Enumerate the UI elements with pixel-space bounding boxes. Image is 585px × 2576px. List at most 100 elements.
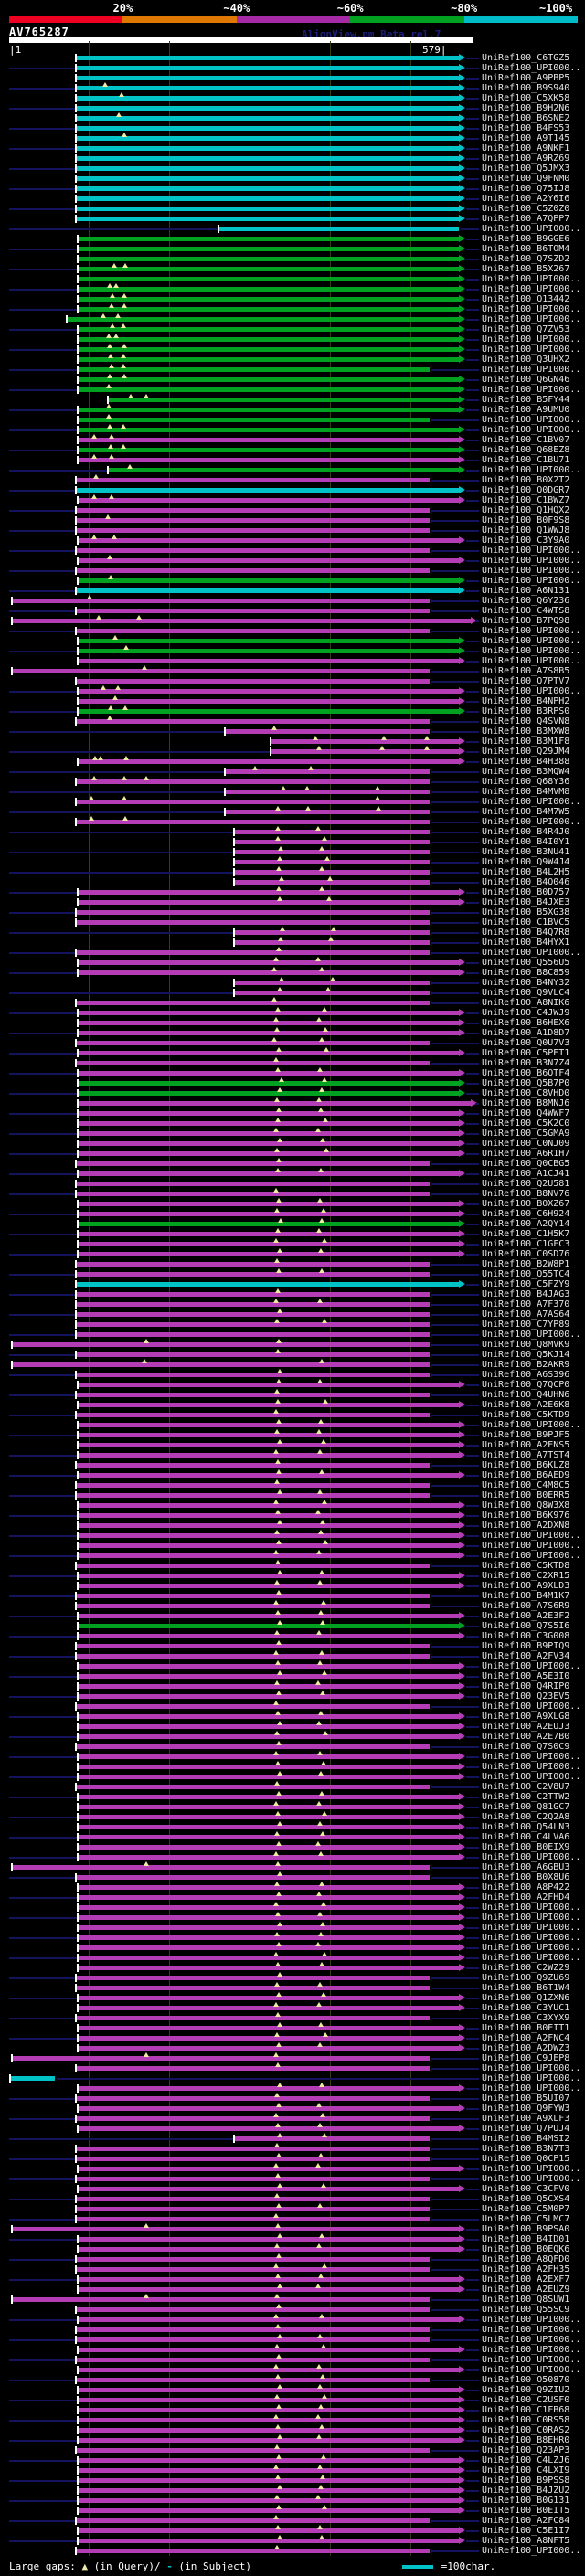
hit-label[interactable]: UniRef100_UPI000.. (482, 576, 581, 586)
hit-bar[interactable] (226, 769, 430, 774)
hit-label[interactable]: UniRef100_UPI000.. (482, 1752, 581, 1762)
hit-label[interactable]: UniRef100_Q6GN46 (482, 375, 570, 385)
hit-row[interactable]: UniRef100_C5GMA9 (0, 1128, 585, 1139)
hit-row[interactable]: UniRef100_UPI000.. (0, 635, 585, 646)
hit-label[interactable]: UniRef100_A9XLF3 (482, 2114, 570, 2124)
hit-label[interactable]: UniRef100_UPI000.. (482, 385, 581, 395)
hit-bar[interactable] (79, 1433, 459, 1437)
hit-bar[interactable] (79, 1222, 459, 1226)
hit-bar[interactable] (77, 2358, 430, 2362)
hit-label[interactable]: UniRef100_Q9ZIU2 (482, 2385, 570, 2395)
hit-label[interactable]: UniRef100_A2QY14 (482, 1219, 570, 1229)
hit-bar[interactable] (13, 669, 430, 673)
hit-label[interactable]: UniRef100_Q4UHN6 (482, 1390, 570, 1400)
hit-bar[interactable] (109, 468, 459, 472)
hit-bar[interactable] (77, 488, 459, 493)
hit-label[interactable]: UniRef100_A2E7B0 (482, 1732, 570, 1742)
hit-bar[interactable] (77, 2207, 430, 2211)
hit-label[interactable]: UniRef100_B4FS53 (482, 123, 570, 133)
hit-bar[interactable] (77, 156, 459, 161)
hit-row[interactable]: UniRef100_A6N131 (0, 586, 585, 596)
hit-bar[interactable] (79, 1674, 459, 1679)
hit-bar[interactable] (13, 1342, 430, 1347)
hit-bar[interactable] (77, 1393, 430, 1397)
hit-label[interactable]: UniRef100_A2FH35 (482, 2264, 570, 2274)
hit-label[interactable]: UniRef100_B3MQW4 (482, 767, 570, 777)
hit-label[interactable]: UniRef100_C2XR15 (482, 1571, 570, 1581)
hit-row[interactable]: UniRef100_B2AKR9 (0, 1359, 585, 1370)
hit-bar[interactable] (77, 548, 430, 553)
hit-label[interactable]: UniRef100_B6KLZ8 (482, 1460, 570, 1470)
hit-row[interactable]: UniRef100_UPI000.. (0, 364, 585, 375)
hit-row[interactable]: UniRef100_UPI000.. (0, 1922, 585, 1933)
hit-label[interactable]: UniRef100_UPI000.. (482, 1330, 581, 1340)
hit-label[interactable]: UniRef100_B4M7W5 (482, 807, 570, 817)
hit-bar[interactable] (77, 1001, 430, 1005)
hit-row[interactable]: UniRef100_Q55TC4 (0, 1268, 585, 1279)
hit-row[interactable]: UniRef100_C0RS58 (0, 2414, 585, 2425)
hit-bar[interactable] (13, 619, 471, 623)
hit-row[interactable]: UniRef100_A7F370 (0, 1299, 585, 1309)
hit-bar[interactable] (79, 1855, 459, 1860)
hit-bar[interactable] (79, 2126, 459, 2131)
hit-row[interactable]: UniRef100_C5E1I7 (0, 2525, 585, 2536)
hit-bar[interactable] (79, 2388, 459, 2392)
hit-bar[interactable] (77, 508, 430, 513)
hit-row[interactable]: UniRef100_A9XLG8 (0, 1711, 585, 1722)
hit-row[interactable]: UniRef100_C0SD76 (0, 1248, 585, 1259)
hit-label[interactable]: UniRef100_C2TTW2 (482, 1792, 570, 1802)
hit-label[interactable]: UniRef100_B9GGE6 (482, 234, 570, 244)
hit-bar[interactable] (77, 910, 430, 915)
hit-label[interactable]: UniRef100_UPI000.. (482, 1531, 581, 1541)
hit-label[interactable]: UniRef100_B0EIT5 (482, 2506, 570, 2516)
hit-row[interactable]: UniRef100_UPI000.. (0, 2163, 585, 2174)
hit-label[interactable]: UniRef100_Q9VLC4 (482, 988, 570, 998)
hit-label[interactable]: UniRef100_C0SD76 (482, 1249, 570, 1259)
hit-row[interactable]: UniRef100_UPI000.. (0, 1550, 585, 1561)
hit-label[interactable]: UniRef100_A2FNC4 (482, 2033, 570, 2043)
hit-label[interactable]: UniRef100_UPI000.. (482, 2063, 581, 2073)
hit-row[interactable]: UniRef100_Q0CP15 (0, 2153, 585, 2164)
hit-bar[interactable] (79, 1885, 459, 1890)
hit-label[interactable]: UniRef100_B0F9S8 (482, 515, 570, 525)
hit-row[interactable]: UniRef100_B6QTF4 (0, 1067, 585, 1078)
hit-row[interactable]: UniRef100_B9H2N6 (0, 103, 585, 113)
hit-row[interactable]: UniRef100_B0X8U6 (0, 1871, 585, 1882)
hit-bar[interactable] (77, 518, 430, 523)
hit-row[interactable]: UniRef100_Q2U581 (0, 1179, 585, 1189)
hit-label[interactable]: UniRef100_Q5JMX3 (482, 164, 570, 174)
hit-bar[interactable] (79, 1443, 459, 1447)
hit-label[interactable]: UniRef100_B9PIQ9 (482, 1641, 570, 1651)
hit-bar[interactable] (79, 2277, 459, 2282)
hit-row[interactable]: UniRef100_C2V8U7 (0, 1781, 585, 1792)
hit-bar[interactable] (79, 578, 459, 583)
hit-bar[interactable] (77, 1976, 430, 1980)
hit-bar[interactable] (77, 56, 459, 60)
hit-label[interactable]: UniRef100_A2EUZ9 (482, 2284, 570, 2295)
hit-bar[interactable] (79, 1101, 471, 1106)
hit-bar[interactable] (77, 217, 459, 221)
hit-label[interactable]: UniRef100_B8EHR0 (482, 2435, 570, 2445)
hit-label[interactable]: UniRef100_A9XLG8 (482, 1712, 570, 1722)
hit-row[interactable]: UniRef100_Q7PUJ4 (0, 2123, 585, 2134)
hit-row[interactable]: UniRef100_A2EUJ3 (0, 1721, 585, 1732)
hit-bar[interactable] (79, 2247, 459, 2252)
hit-label[interactable]: UniRef100_A2FHD4 (482, 1892, 570, 1903)
hit-row[interactable]: UniRef100_Q23EV5 (0, 1691, 585, 1701)
hit-row[interactable]: UniRef100_A2EXF7 (0, 2274, 585, 2284)
hit-row[interactable]: UniRef100_B5UI07 (0, 2093, 585, 2104)
hit-row[interactable]: UniRef100_A2ENS5 (0, 1439, 585, 1450)
hit-label[interactable]: UniRef100_A5E3I0 (482, 1671, 570, 1681)
hit-row[interactable]: UniRef100_A2FC84 (0, 2515, 585, 2526)
hit-label[interactable]: UniRef100_B4I0Y1 (482, 837, 570, 847)
hit-label[interactable]: UniRef100_Q55SC9 (482, 2305, 570, 2315)
hit-label[interactable]: UniRef100_B0EIX9 (482, 1842, 570, 1852)
hit-bar[interactable] (79, 237, 459, 241)
hit-row[interactable]: UniRef100_A9RZ69 (0, 154, 585, 164)
hit-row[interactable]: UniRef100_UPI000.. (0, 645, 585, 656)
hit-bar[interactable] (79, 759, 459, 764)
hit-label[interactable]: UniRef100_A2E6K8 (482, 1400, 570, 1410)
hit-bar[interactable] (109, 398, 459, 402)
hit-label[interactable]: UniRef100_B0EIT1 (482, 2023, 570, 2033)
hit-bar[interactable] (79, 970, 459, 975)
